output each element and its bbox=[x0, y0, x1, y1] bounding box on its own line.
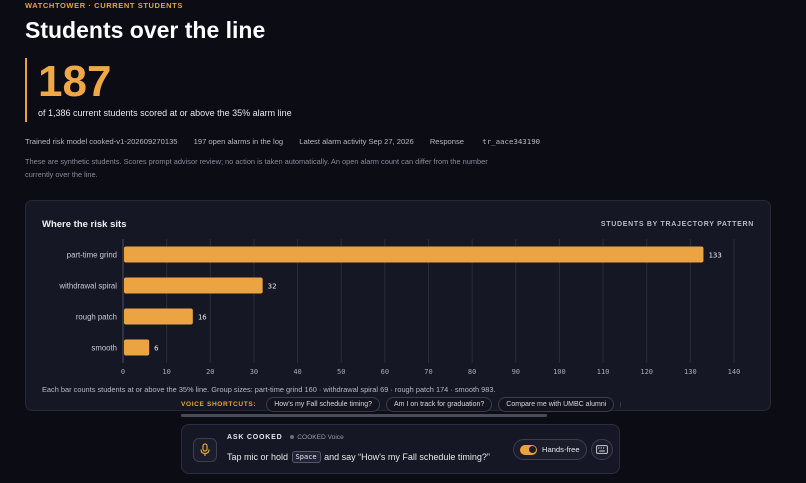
kpi-block: 187 of 1,386 current students scored at … bbox=[25, 58, 292, 122]
voice-brand-label: COOKED Voice bbox=[297, 434, 344, 441]
category-label: part-time grind bbox=[67, 251, 117, 260]
voice-hint-before: Tap mic or hold bbox=[227, 452, 289, 462]
shortcut-chip[interactable]: How's my Fall schedule timing? bbox=[266, 396, 381, 412]
category-label: smooth bbox=[91, 344, 117, 353]
model-label: Trained risk model cooked-v1-20260927013… bbox=[25, 137, 178, 146]
page-title: Students over the line bbox=[25, 17, 266, 43]
risk-chart-card: 0 10 20 30 40 50 60 70 80 90 100 110 120 130 140 part-t… bbox=[25, 200, 771, 411]
handsfree-label: Hands-free bbox=[542, 445, 580, 454]
voice-shortcuts-label: VOICE SHORTCUTS: bbox=[181, 400, 257, 408]
space-key: Space bbox=[291, 451, 321, 463]
x-tick-label: 140 bbox=[728, 368, 741, 376]
voice-brand: COOKED Voice bbox=[290, 434, 344, 441]
data-label: 32 bbox=[268, 282, 277, 291]
data-label: 6 bbox=[154, 344, 158, 353]
x-tick-label: 60 bbox=[381, 368, 389, 376]
handsfree-toggle[interactable]: Hands-free bbox=[513, 439, 587, 460]
disclaimer-text: These are synthetic students. Scores pro… bbox=[25, 157, 488, 179]
response-id-value: tr_aace343190 bbox=[482, 137, 541, 146]
x-tick-label: 40 bbox=[293, 368, 301, 376]
kpi-value: 187 bbox=[38, 57, 112, 106]
response-id: Response tr_aace343190 bbox=[430, 137, 554, 146]
toggle-switch[interactable] bbox=[520, 444, 537, 455]
status-dot bbox=[290, 434, 295, 439]
x-tick-label: 20 bbox=[206, 368, 214, 376]
x-tick-label: 90 bbox=[512, 368, 520, 376]
kpi-subtitle: of 1,386 current students scored at or a… bbox=[38, 108, 292, 118]
voice-label: ASK COOKED bbox=[227, 434, 283, 441]
shortcut-chip[interactable]: E bbox=[620, 396, 621, 412]
data-label: 133 bbox=[708, 251, 721, 260]
voice-title: ASK COOKED COOKED Voice bbox=[227, 434, 344, 441]
x-tick-label: 100 bbox=[553, 368, 566, 376]
page-eyebrow: WATCHTOWER · CURRENT STUDENTS bbox=[25, 1, 183, 10]
microphone-icon bbox=[200, 443, 210, 456]
x-tick-label: 70 bbox=[424, 368, 432, 376]
chart-caption: STUDENTS BY TRAJECTORY PATTERN bbox=[600, 221, 754, 228]
bar bbox=[124, 277, 263, 294]
chart-title: Where the risk sits bbox=[42, 219, 127, 230]
voice-shortcuts: VOICE SHORTCUTS: How's my Fall schedule … bbox=[181, 395, 621, 413]
x-tick-label: 10 bbox=[162, 368, 170, 376]
x-tick-label: 130 bbox=[684, 368, 697, 376]
voice-hint: Tap mic or hold Space and say “How's my … bbox=[227, 451, 490, 463]
shortcut-chip[interactable]: Am I on track for graduation? bbox=[386, 396, 493, 412]
data-label: 16 bbox=[198, 313, 207, 322]
bar bbox=[124, 246, 704, 263]
latest-activity-label: Latest alarm activity Sep 27, 2026 bbox=[299, 137, 414, 146]
x-tick-label: 0 bbox=[121, 368, 125, 376]
x-tick-label: 30 bbox=[250, 368, 258, 376]
voice-panel: ASK COOKED COOKED Voice Tap mic or hold … bbox=[181, 424, 620, 474]
shortcut-chip[interactable]: Compare me with UMBC alumni bbox=[498, 396, 615, 412]
category-label: withdrawal spiral bbox=[58, 282, 117, 291]
bar bbox=[124, 339, 150, 356]
voice-hint-after: and say “How's my Fall schedule timing?” bbox=[324, 452, 490, 462]
x-tick-label: 50 bbox=[337, 368, 345, 376]
category-label: rough patch bbox=[76, 313, 117, 322]
response-label: Response bbox=[429, 137, 465, 146]
meta-row: Trained risk model cooked-v1-20260927013… bbox=[25, 137, 568, 146]
x-tick-label: 110 bbox=[597, 368, 610, 376]
chart-footnote: Each bar counts students at or above the… bbox=[42, 385, 496, 394]
open-alarms-label: 197 open alarms in the log bbox=[193, 137, 284, 146]
x-tick-label: 80 bbox=[468, 368, 476, 376]
mic-button[interactable] bbox=[193, 438, 217, 462]
keyboard-button[interactable] bbox=[591, 439, 613, 460]
shortcuts-scrollbar[interactable] bbox=[181, 414, 547, 417]
risk-bar-chart: 0 10 20 30 40 50 60 70 80 90 100 110 120 130 140 part-t… bbox=[58, 239, 741, 376]
bar bbox=[124, 308, 193, 325]
keyboard-icon bbox=[596, 445, 608, 454]
x-tick-label: 120 bbox=[640, 368, 653, 376]
